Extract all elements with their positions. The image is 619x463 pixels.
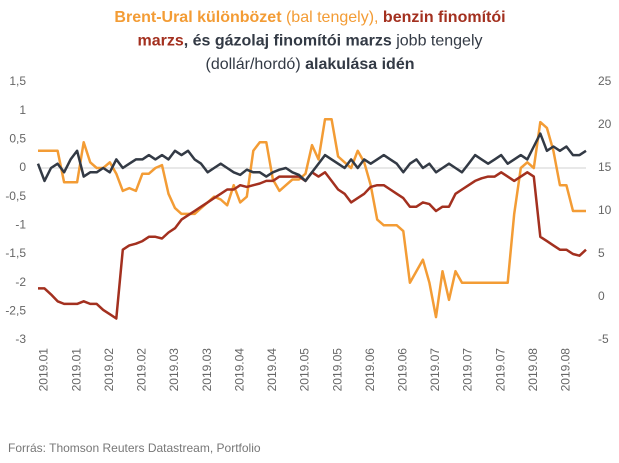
x-tick-label: 2019.06 bbox=[396, 348, 410, 392]
x-tick-label: 2019.03 bbox=[167, 348, 181, 392]
x-tick-label: 2019.08 bbox=[559, 348, 573, 392]
y-tick-label: -1,5 bbox=[5, 246, 26, 260]
y2-tick-label: 0 bbox=[598, 289, 605, 303]
y2-tick-label: 15 bbox=[598, 160, 612, 174]
title-part: (dollár/hordó) bbox=[206, 56, 306, 73]
x-tick-label: 2019.05 bbox=[298, 348, 312, 392]
y2-tick-label: -5 bbox=[598, 332, 609, 346]
series-line bbox=[38, 171, 587, 320]
title-part: (bal tengely), bbox=[282, 9, 383, 26]
title-part: alakulása idén bbox=[305, 56, 414, 73]
y-tick-label: 1 bbox=[19, 103, 26, 117]
x-tick-label: 2019.07 bbox=[493, 348, 507, 392]
x-tick-label: 2019.02 bbox=[102, 348, 116, 392]
y-tick-label: 0 bbox=[19, 160, 26, 174]
x-tick-label: 2019.04 bbox=[232, 348, 246, 392]
title-part: jobb tengely bbox=[395, 33, 482, 50]
y2-tick-label: 25 bbox=[598, 74, 612, 88]
x-tick-label: 2019.02 bbox=[135, 348, 149, 392]
y2-tick-label: 20 bbox=[598, 117, 612, 131]
y2-tick-label: 10 bbox=[598, 203, 612, 217]
y-tick-label: -1 bbox=[15, 218, 26, 232]
title-part: benzin finomítói bbox=[383, 9, 506, 26]
y2-tick-label: 5 bbox=[598, 246, 605, 260]
x-tick-label: 2019.01 bbox=[69, 348, 83, 392]
x-tick-label: 2019.01 bbox=[37, 348, 51, 392]
y-tick-label: -3 bbox=[15, 332, 26, 346]
x-tick-label: 2019.04 bbox=[265, 348, 279, 392]
x-tick-label: 2019.06 bbox=[363, 348, 377, 392]
chart-title: (dollár/hordó) alakulása idén bbox=[206, 56, 415, 73]
x-tick-label: 2019.08 bbox=[526, 348, 540, 392]
x-tick-label: 2019.07 bbox=[461, 348, 475, 392]
y-tick-label: -0,5 bbox=[5, 189, 26, 203]
title-part: Brent-Ural különbözet bbox=[114, 9, 282, 26]
chart-title: marzs, és gázolaj finomítói marzs jobb t… bbox=[137, 33, 482, 50]
series-line bbox=[38, 118, 586, 319]
source: Forrás: Thomson Reuters Datastream, Port… bbox=[8, 441, 261, 455]
x-tick-label: 2019.05 bbox=[330, 348, 344, 392]
y-tick-label: 1,5 bbox=[9, 74, 26, 88]
y-tick-label: -2 bbox=[15, 275, 26, 289]
title-part: , és gázolaj finomítói marzs bbox=[184, 33, 397, 50]
series-line bbox=[36, 132, 587, 183]
title-part: marzs bbox=[137, 33, 183, 50]
x-tick-label: 2019.03 bbox=[200, 348, 214, 392]
x-tick-label: 2019.07 bbox=[428, 348, 442, 392]
y-tick-label: 0,5 bbox=[9, 132, 26, 146]
chart-title: Brent-Ural különbözet (bal tengely), ben… bbox=[114, 9, 505, 26]
y-tick-label: -2,5 bbox=[5, 304, 26, 318]
